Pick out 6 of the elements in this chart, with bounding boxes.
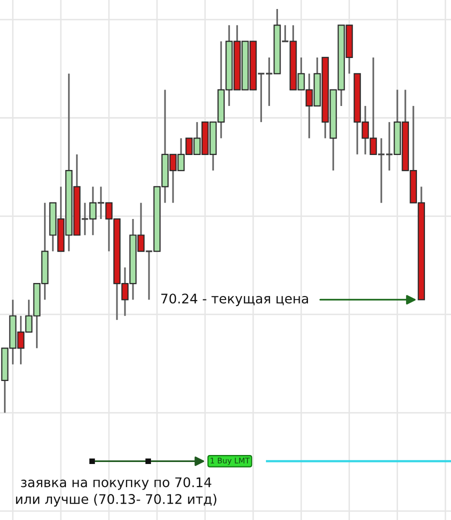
candlestick bbox=[281, 24, 290, 42]
text: заявка на покупку по 70.14 или лучше (70.13- 70.12 итд) bbox=[16, 477, 216, 507]
candlestick bbox=[89, 186, 97, 236]
annotation: 70.24 - текущая цена bbox=[161, 294, 308, 306]
candlestick bbox=[96, 186, 105, 220]
candlestick bbox=[80, 202, 89, 236]
